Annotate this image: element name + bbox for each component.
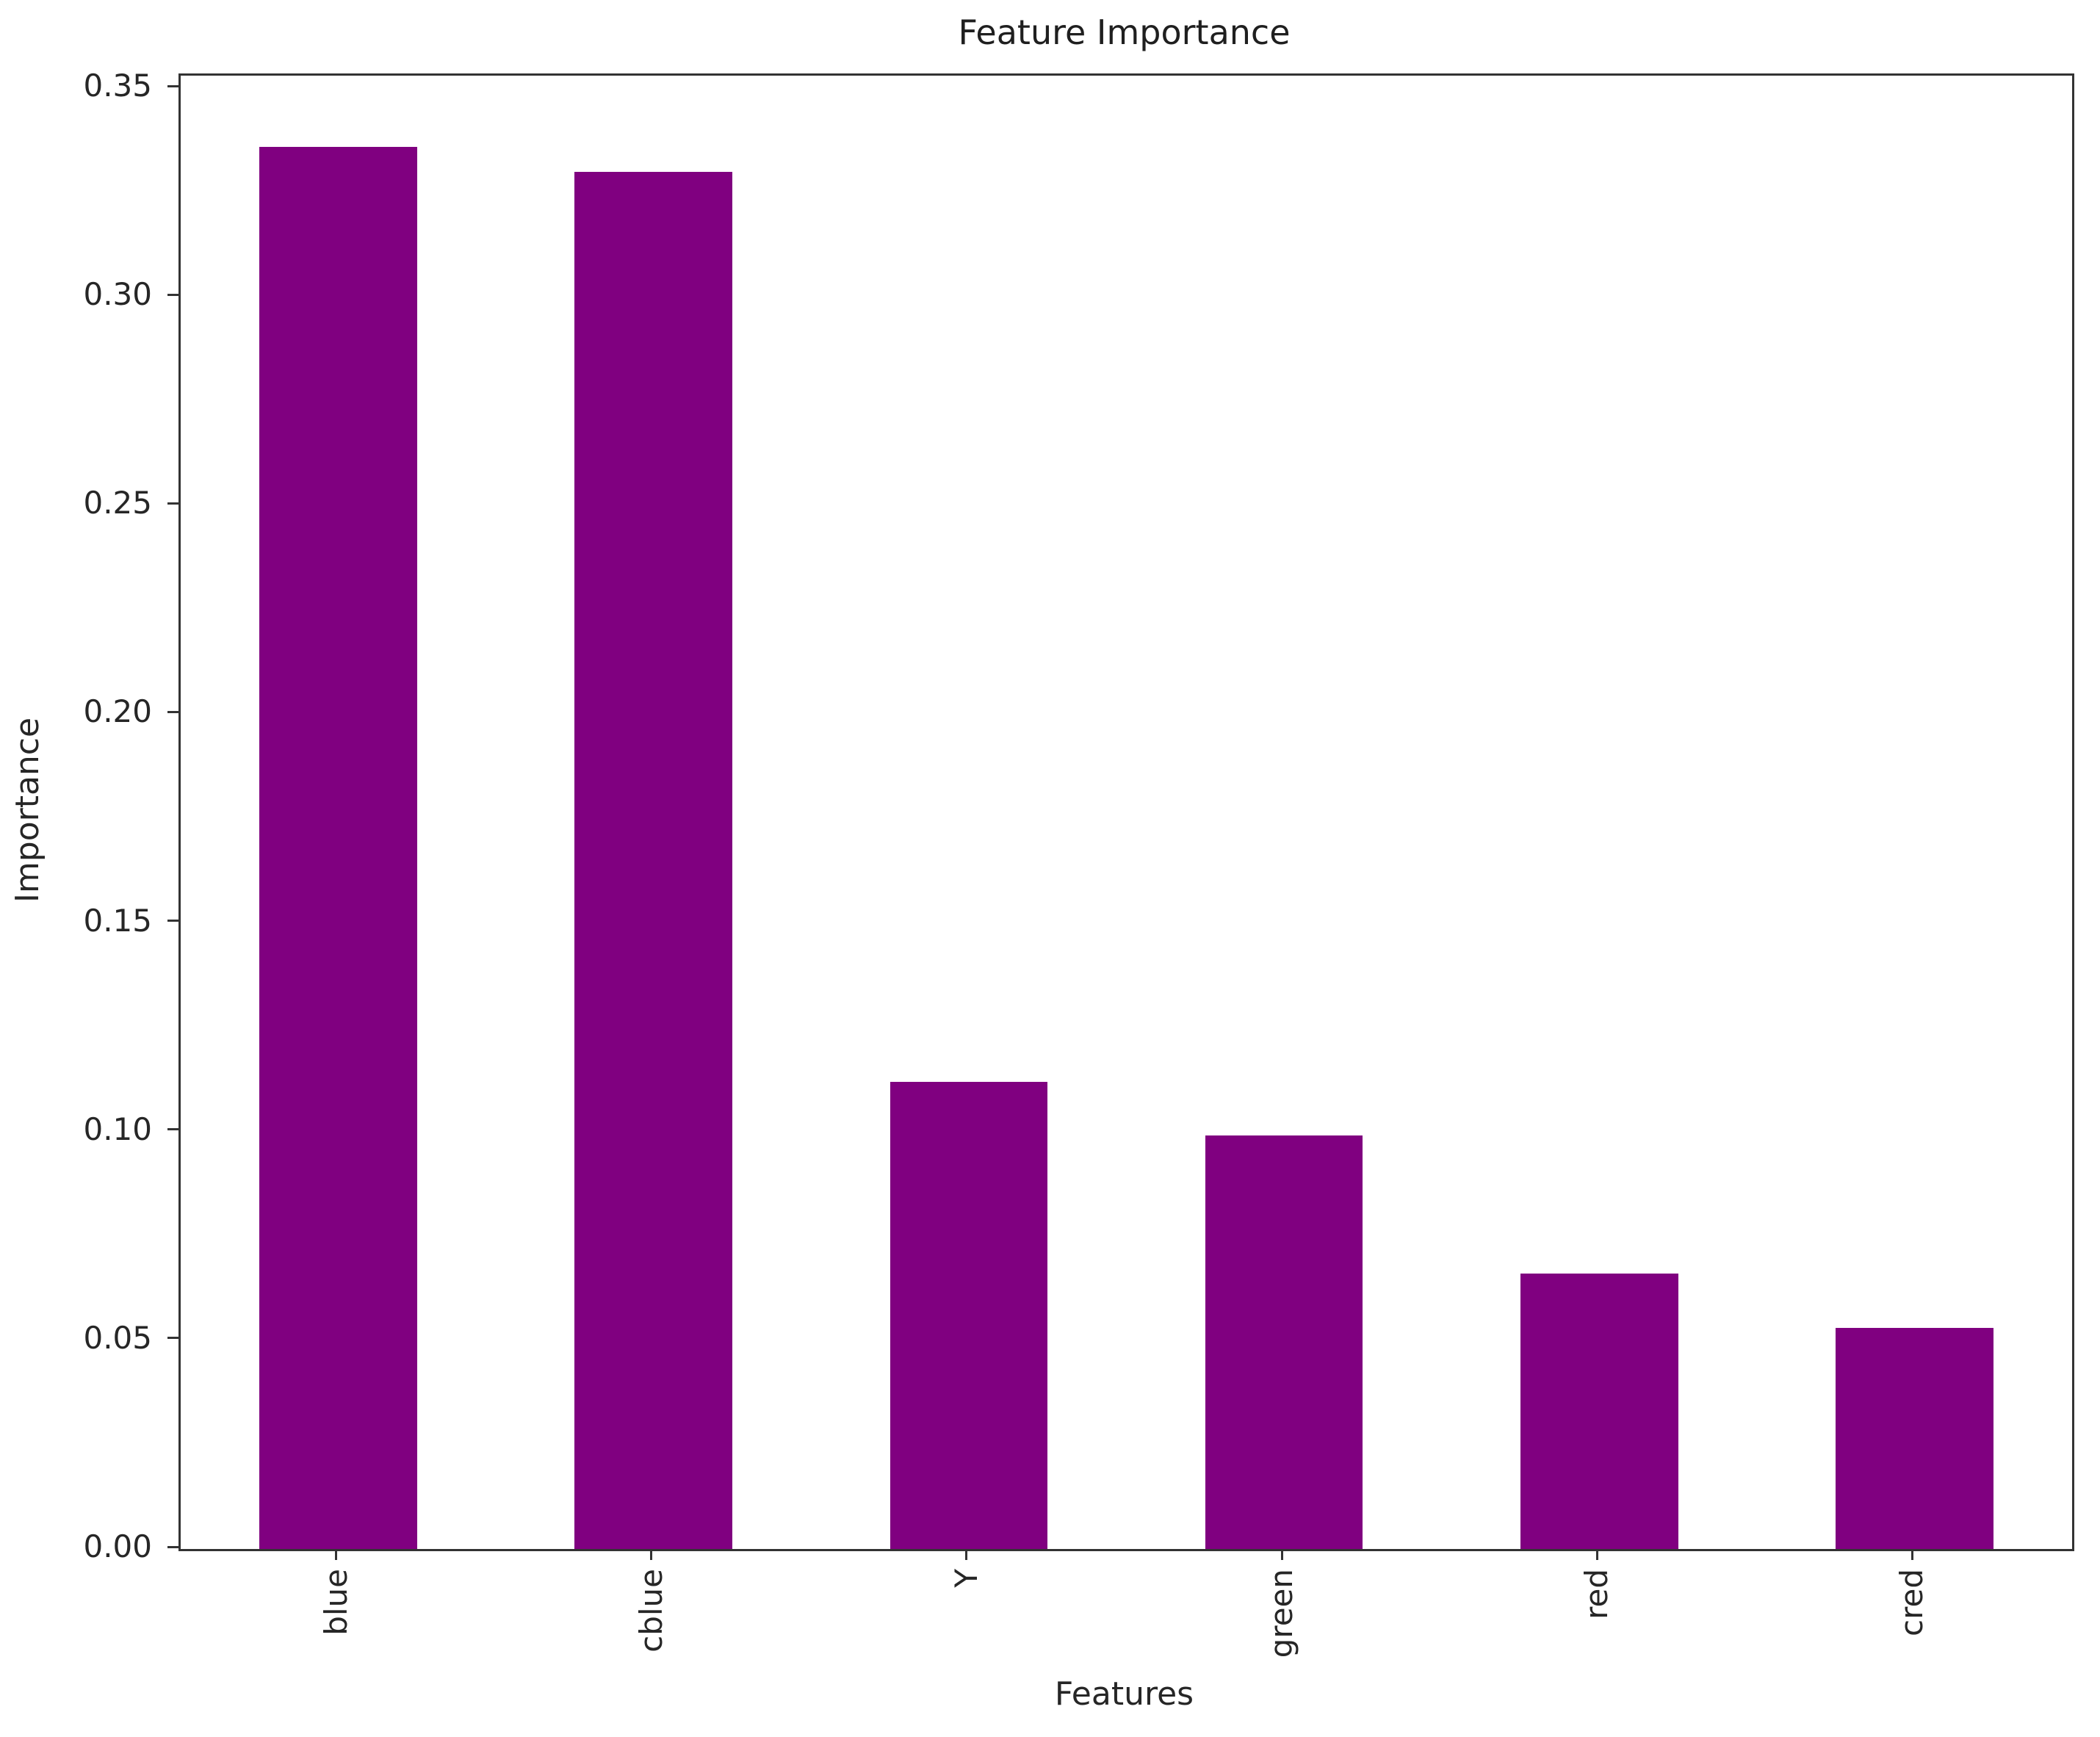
y-tick-label: 0.15 (83, 902, 152, 939)
y-tick-mark (167, 1545, 178, 1548)
bar-Y (890, 1081, 1048, 1549)
y-tick-label: 0.25 (83, 485, 152, 521)
x-tick-mark (1910, 1549, 1913, 1560)
y-tick-mark (167, 84, 178, 87)
bar-red (1520, 1273, 1678, 1549)
x-tick-label-cblue: cblue (632, 1569, 669, 1653)
chart-title: Feature Importance (958, 12, 1291, 52)
x-axis-title: Features (1054, 1675, 1194, 1713)
y-tick-mark (167, 920, 178, 922)
x-tick-label-blue: blue (317, 1569, 354, 1636)
y-tick-mark (167, 1337, 178, 1340)
x-tick-mark (650, 1549, 653, 1560)
x-tick-label-cred: cred (1894, 1569, 1930, 1636)
x-tick-mark (1595, 1549, 1598, 1560)
y-tick-label: 0.35 (83, 68, 152, 104)
y-tick-label: 0.05 (83, 1319, 152, 1356)
y-tick-mark (167, 710, 178, 713)
bar-cred (1836, 1327, 1993, 1549)
y-tick-label: 0.30 (83, 276, 152, 313)
y-tick-mark (167, 293, 178, 296)
x-tick-label-green: green (1263, 1569, 1300, 1658)
x-tick-mark (335, 1549, 338, 1560)
y-tick-label: 0.00 (83, 1528, 152, 1564)
y-tick-label: 0.10 (83, 1111, 152, 1147)
x-tick-label-red: red (1578, 1569, 1615, 1619)
bar-blue (259, 146, 417, 1549)
bar-green (1205, 1135, 1363, 1549)
x-tick-mark (965, 1549, 968, 1560)
plot-area (178, 73, 2074, 1551)
y-tick-mark (167, 502, 178, 505)
bar-cblue (574, 171, 733, 1549)
y-axis-title: Importance (9, 717, 46, 903)
x-tick-label-Y: Y (948, 1569, 984, 1588)
y-tick-label: 0.20 (83, 693, 152, 730)
y-tick-mark (167, 1128, 178, 1131)
x-tick-mark (1280, 1549, 1283, 1560)
